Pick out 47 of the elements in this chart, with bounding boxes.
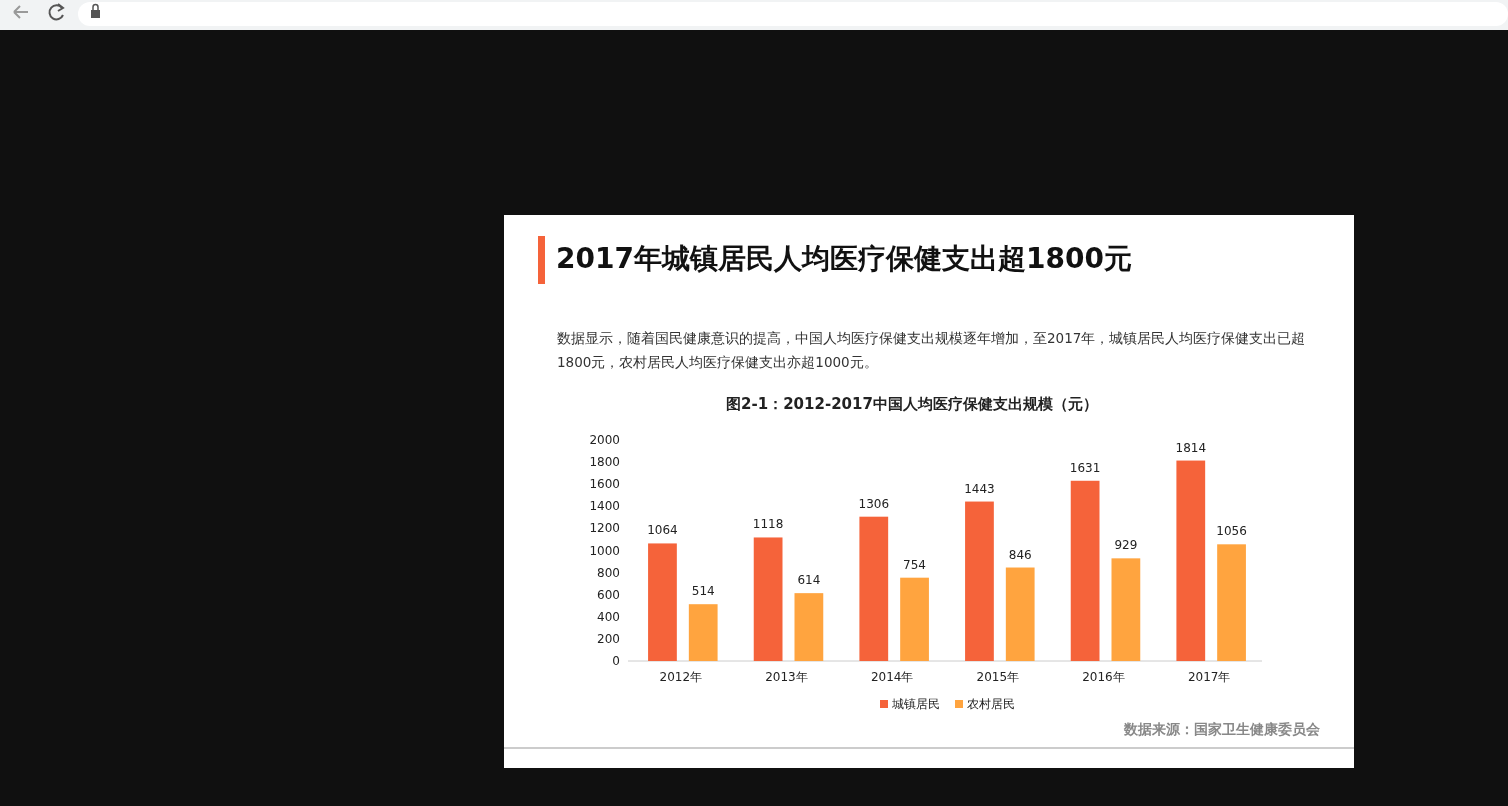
- source-note: 数据来源：国家卫生健康委员会: [1123, 721, 1321, 737]
- bar: [1005, 567, 1035, 661]
- y-tick-label: 400: [597, 609, 620, 624]
- legend-label: 农村居民: [967, 697, 1015, 711]
- y-tick-label: 600: [597, 587, 620, 602]
- bar: [1111, 558, 1141, 661]
- data-label: 1443: [964, 481, 995, 496]
- x-tick-label: 2014年: [870, 670, 914, 684]
- data-label: 846: [1008, 547, 1032, 562]
- y-tick-label: 200: [597, 631, 620, 646]
- bar: [794, 593, 824, 661]
- bar: [688, 604, 718, 661]
- x-tick-label: 2015年: [976, 670, 1020, 684]
- data-label: 1631: [1069, 460, 1101, 475]
- bar: [1217, 544, 1246, 661]
- data-label: 754: [903, 557, 926, 572]
- data-label: 614: [797, 573, 821, 588]
- bar: [900, 577, 929, 661]
- data-label: 1306: [858, 496, 890, 511]
- bar: [965, 501, 994, 661]
- y-tick-label: 0: [612, 654, 620, 668]
- y-tick-label: 2000: [589, 433, 620, 447]
- bar: [1070, 480, 1100, 661]
- bar: [859, 516, 889, 661]
- x-tick-label: 2013年: [765, 670, 808, 684]
- x-tick-label: 2012年: [659, 670, 703, 684]
- bar: [753, 537, 783, 661]
- data-label: 1056: [1216, 524, 1247, 539]
- y-tick-label: 800: [597, 565, 620, 580]
- bar: [648, 543, 677, 661]
- y-tick-label: 1400: [589, 499, 620, 514]
- chart-title: 2017年城镇居民人均医疗保健支出超1800元: [556, 242, 1132, 275]
- chart-subtitle: 数据显示，随着国民健康意识的提高，中国人均医疗保健支出规模逐年增加，至2017年，城镇居民人均医疗保健支出已超1800元，农村居民人均医疗保健支出亦超1000元。: [557, 330, 1306, 370]
- x-tick-label: 2016年: [1082, 670, 1125, 684]
- data-label: 1118: [752, 517, 784, 532]
- caption: 图2-1：2012-2017中国人均医疗保健支出规模（元）: [726, 395, 1098, 413]
- data-label: 929: [1114, 538, 1138, 553]
- y-tick-label: 1600: [589, 477, 620, 492]
- x-tick-label: 2017年: [1187, 670, 1231, 684]
- legend-label: 城镇居民: [891, 697, 940, 711]
- data-label: 514: [691, 584, 715, 599]
- data-label: 1064: [647, 523, 678, 538]
- bar: [1176, 460, 1206, 661]
- y-tick-label: 1800: [589, 455, 620, 470]
- y-tick-label: 1200: [589, 521, 620, 536]
- y-tick-label: 1000: [589, 543, 620, 558]
- data-label: 1814: [1175, 440, 1207, 455]
